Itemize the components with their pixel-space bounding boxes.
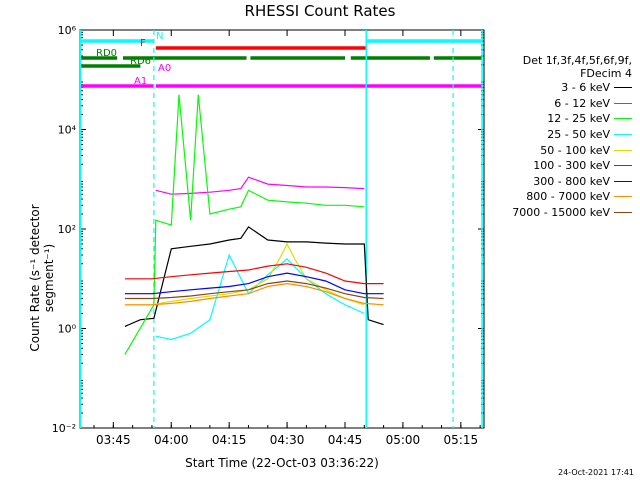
legend-entry-label: 100 - 300 keV [533,159,610,173]
y-tick-label: 10² [58,223,76,236]
legend-swatch [614,149,632,151]
flag-bar-label: F [140,38,146,49]
legend-entry-label: 50 - 100 keV [540,143,610,157]
flag-bar-label: N [156,31,163,42]
legend-entry-label: 3 - 6 keV [561,81,610,95]
legend-entry-label: 800 - 7000 keV [526,190,610,204]
x-tick-label: 05:15 [444,433,479,447]
legend-header-1: Det 1f,3f,4f,5f,6f,9f, [522,54,632,67]
legend-swatch [614,180,632,182]
flag-bar-label: A0 [158,63,171,74]
series-line-800-7000keV [124,282,384,306]
legend-entry: 7000 - 15000 keV [488,205,632,221]
legend-header-2: FDecim 4 [580,67,632,80]
x-axis-ticks: 03:45 04:00 04:15 04:30 04:45 05:00 05:15 [93,30,481,447]
legend-swatch [614,134,632,136]
footer-date: 24-Oct-2021 17:41 [558,468,634,477]
flag-bar-label: RD0 [96,48,117,59]
series-line-100-300keV [124,263,384,285]
series-line-7000-15000keV [124,280,384,300]
legend: Det 1f,3f,4f,5f,6f,9f, FDecim 4 3 - 6 ke… [488,54,632,220]
y-tick-label: 10⁴ [58,124,77,137]
legend-entry-label: 25 - 50 keV [547,128,610,142]
flag-bar-label: A1 [134,76,147,87]
legend-entry: 12 - 25 keV [488,111,632,127]
legend-rows: 3 - 6 keV 6 - 12 keV 12 - 25 keV 25 - 50 ke… [488,80,632,220]
data-series [124,94,384,355]
flag-bar-label: RD6 [130,56,151,67]
y-tick-label: 10⁶ [58,24,77,37]
legend-entry-label: 12 - 25 keV [547,112,610,126]
legend-entry: 800 - 7000 keV [488,189,632,205]
series-line-6-12keV [155,176,365,195]
series-line-300-800keV [124,272,384,295]
series-line-3-6keV [124,226,384,327]
legend-swatch [614,102,632,104]
legend-swatch [614,212,632,214]
plot-frame [79,29,485,429]
x-tick-label: 05:00 [386,433,421,447]
x-tick-label: 04:00 [154,433,189,447]
flag-bars: NF RD0 RD6 A0 A1 [80,31,483,88]
x-tick-label: 04:45 [328,433,363,447]
x-tick-label: 04:15 [212,433,247,447]
x-axis-label: Start Time (22-Oct-03 03:36:22) [185,456,379,470]
y-axis-label: Count Rate (s⁻¹ detector segment⁻¹) [28,204,56,352]
vertical-lines [79,30,483,428]
x-tick-label: 03:45 [96,433,131,447]
legend-entry-label: 6 - 12 keV [554,96,610,110]
legend-entry: 50 - 100 keV [488,142,632,158]
legend-entry-label: 300 - 800 keV [533,174,610,188]
series-line-12-25keV [124,94,365,355]
legend-entry: 3 - 6 keV [488,80,632,96]
legend-swatch [614,165,632,167]
legend-entry: 300 - 800 keV [488,174,632,190]
y-tick-label: 10⁻² [52,422,76,435]
legend-entry-label: 7000 - 15000 keV [512,206,610,220]
legend-entry: 25 - 50 keV [488,127,632,143]
legend-swatch [614,118,632,120]
legend-swatch [614,196,632,198]
legend-swatch [614,87,632,89]
chart-title: RHESSI Count Rates [244,2,396,20]
legend-entry: 6 - 12 keV [488,96,632,112]
x-tick-label: 04:30 [270,433,305,447]
y-tick-label: 10⁰ [58,323,77,336]
legend-entry: 100 - 300 keV [488,158,632,174]
